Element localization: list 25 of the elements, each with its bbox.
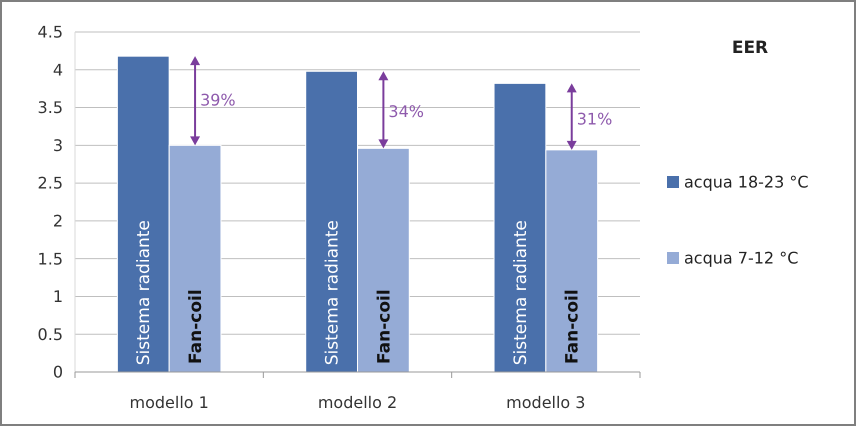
x-tick-label: modello 3 bbox=[506, 393, 586, 412]
y-tick-label: 2.5 bbox=[38, 174, 63, 193]
annotation: Fan-coil bbox=[374, 289, 394, 364]
x-tick-label: modello 1 bbox=[130, 393, 209, 412]
legend-label: acqua 7-12 °C bbox=[684, 248, 798, 268]
annotation: Sistema radiante bbox=[510, 220, 531, 366]
y-tick-label: 3 bbox=[52, 136, 63, 155]
annotation: Sistema radiante bbox=[322, 220, 343, 366]
annotation: 31% bbox=[576, 109, 612, 128]
annotation: 39% bbox=[200, 90, 236, 110]
annotation: 34% bbox=[388, 102, 424, 121]
legend-label: acqua 18-23 °C bbox=[684, 172, 809, 192]
annotation: Fan-coil bbox=[186, 289, 206, 364]
y-tick-label: 4 bbox=[52, 60, 63, 80]
y-tick-label: 1 bbox=[52, 287, 63, 306]
y-tick-label: 3.5 bbox=[38, 98, 63, 118]
y-tick-label: 1.5 bbox=[38, 249, 63, 268]
y-tick-label: 0.5 bbox=[38, 324, 63, 344]
annotation: Sistema radiante bbox=[134, 220, 154, 366]
y-tick-label: 0 bbox=[52, 362, 63, 382]
text: EER bbox=[732, 38, 768, 58]
y-tick-label: 4.5 bbox=[38, 22, 63, 42]
x-tick-label: modello 2 bbox=[318, 393, 398, 412]
y-tick-label: 2 bbox=[52, 211, 63, 230]
annotation: Fan-coil bbox=[562, 289, 583, 364]
